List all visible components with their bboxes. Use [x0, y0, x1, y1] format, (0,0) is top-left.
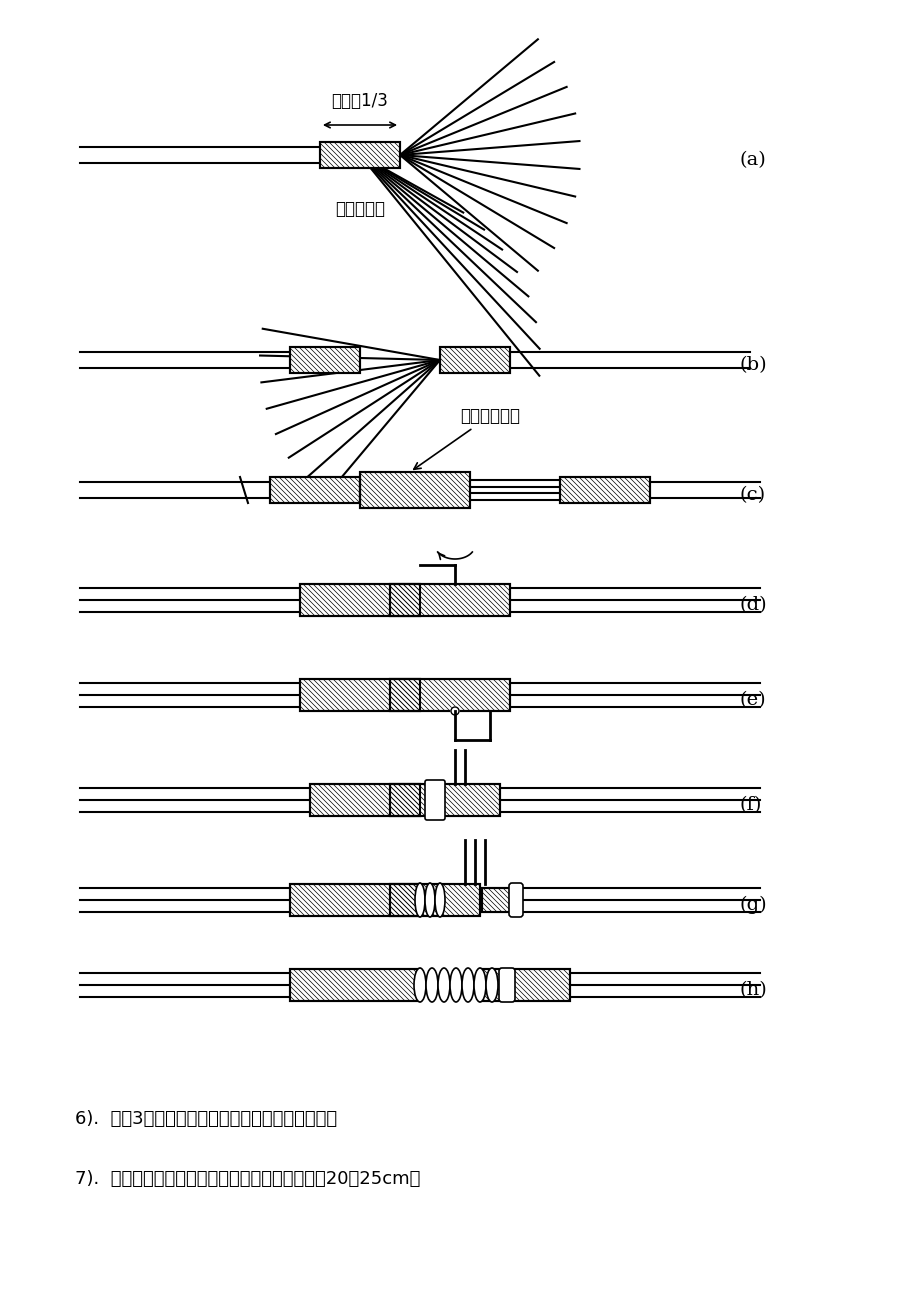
Bar — [269, 477, 359, 503]
Bar — [289, 884, 420, 917]
Bar — [300, 680, 420, 711]
Bar — [439, 348, 509, 372]
Text: (g): (g) — [739, 896, 766, 914]
Bar — [320, 142, 400, 168]
Bar — [269, 477, 359, 503]
Bar — [310, 784, 420, 816]
Bar — [320, 142, 400, 168]
Text: 7).  用同样方法再缠绕另一边。（剥绝缘层长度为20～25cm）: 7). 用同样方法再缠绕另一边。（剥绝缘层长度为20～25cm） — [75, 1170, 420, 1187]
Bar — [390, 784, 499, 816]
Bar — [390, 884, 480, 917]
Bar — [560, 477, 650, 503]
Bar — [359, 473, 470, 508]
Text: (b): (b) — [739, 355, 766, 374]
Bar — [390, 784, 499, 816]
Circle shape — [450, 707, 459, 715]
Text: (f): (f) — [739, 796, 762, 814]
Bar — [390, 585, 509, 616]
Text: 叉口处应钳紧: 叉口处应钳紧 — [414, 408, 519, 469]
Bar — [289, 348, 359, 372]
Text: (c): (c) — [739, 486, 766, 504]
Bar — [300, 585, 420, 616]
FancyBboxPatch shape — [498, 967, 515, 1003]
Bar — [390, 680, 509, 711]
Ellipse shape — [449, 967, 461, 1003]
Ellipse shape — [414, 883, 425, 917]
Bar — [480, 969, 570, 1001]
FancyBboxPatch shape — [508, 883, 522, 917]
Text: 6).  缠绕3圈后，切去每组多余的芯线，钳平线端。: 6). 缠绕3圈后，切去每组多余的芯线，钳平线端。 — [75, 1111, 336, 1128]
Text: (e): (e) — [739, 691, 766, 710]
Bar — [390, 680, 509, 711]
Text: (h): (h) — [739, 980, 767, 999]
Bar — [289, 884, 420, 917]
Bar — [560, 477, 650, 503]
Bar — [300, 680, 420, 711]
Bar — [289, 348, 359, 372]
Bar — [289, 969, 420, 1001]
Bar — [390, 585, 509, 616]
Bar — [482, 888, 512, 911]
Ellipse shape — [435, 883, 445, 917]
Bar — [480, 969, 570, 1001]
Ellipse shape — [414, 967, 425, 1003]
Text: 进一步绞紧: 进一步绞紧 — [335, 201, 384, 217]
Ellipse shape — [473, 967, 485, 1003]
Bar — [359, 473, 470, 508]
FancyBboxPatch shape — [425, 780, 445, 820]
Bar — [390, 884, 480, 917]
Bar — [310, 784, 420, 816]
Bar — [439, 348, 509, 372]
Ellipse shape — [485, 967, 497, 1003]
Text: 全长的1/3: 全长的1/3 — [331, 92, 388, 109]
Bar — [300, 585, 420, 616]
Ellipse shape — [461, 967, 473, 1003]
Ellipse shape — [425, 883, 435, 917]
Text: (a): (a) — [739, 151, 766, 169]
Ellipse shape — [437, 967, 449, 1003]
Ellipse shape — [425, 967, 437, 1003]
Text: (d): (d) — [739, 596, 766, 615]
Bar — [289, 969, 420, 1001]
Bar — [482, 888, 512, 911]
